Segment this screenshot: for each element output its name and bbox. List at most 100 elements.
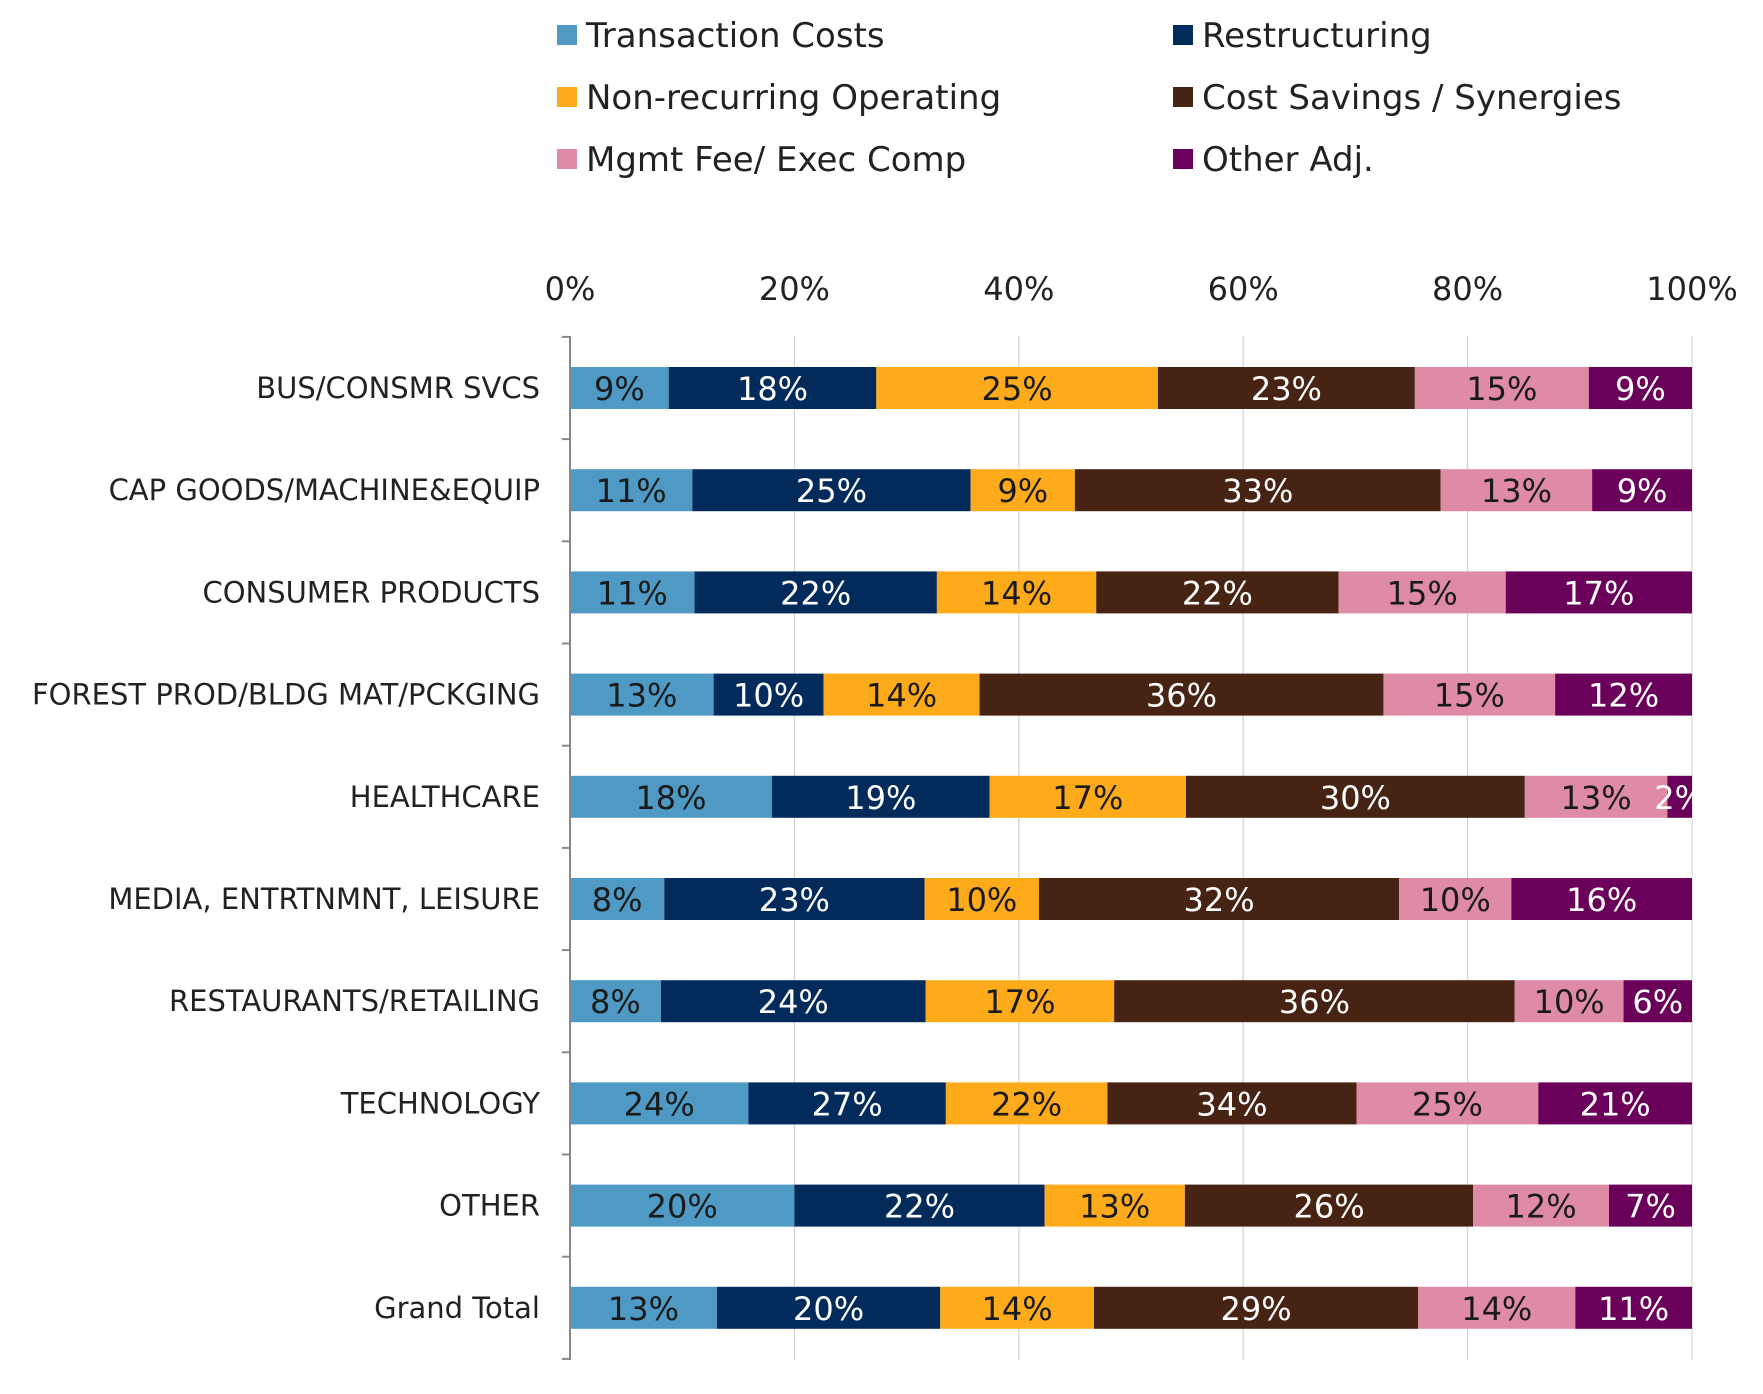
x-axis-tick-labels: 0% 20% 40% 60% 80% 100% <box>545 270 1738 308</box>
bar-cap-goods-machine-equip-transaction-costs <box>570 469 693 512</box>
data-label-other-restructuring: 22% <box>884 1188 955 1226</box>
data-label-forest-prod-bldg-mat-pckging-transaction-costs: 13% <box>606 677 677 715</box>
category-label-technology: TECHNOLOGY <box>340 1086 541 1120</box>
bar-bus-consmr-svcs-transaction-costs <box>570 367 669 409</box>
data-label-cap-goods-machine-equip-non-recurring-operating: 9% <box>997 472 1048 510</box>
legend-swatch-transaction-costs <box>557 25 577 45</box>
data-label-forest-prod-bldg-mat-pckging-cost-savings-synergies: 36% <box>1146 677 1217 715</box>
data-label-grand-total-transaction-costs: 13% <box>608 1290 679 1328</box>
bar-forest-prod-bldg-mat-pckging-non-recurring-operating <box>823 673 980 716</box>
legend-item-other-adj: Other Adj. <box>1173 140 1374 180</box>
data-label-healthcare-cost-savings-synergies: 30% <box>1320 779 1391 817</box>
legend-item-mgmt-fee-exec-comp: Mgmt Fee/ Exec Comp <box>557 140 966 180</box>
data-label-grand-total-restructuring: 20% <box>793 1290 864 1328</box>
data-label-bus-consmr-svcs-cost-savings-synergies: 23% <box>1251 370 1322 408</box>
data-label-bus-consmr-svcs-restructuring: 18% <box>737 370 808 408</box>
bar-other-other-adj <box>1608 1184 1692 1227</box>
bar-other-restructuring <box>794 1184 1045 1227</box>
x-tick-label-40: 40% <box>983 270 1054 308</box>
bar-grand-total-non-recurring-operating <box>940 1286 1094 1329</box>
data-label-cap-goods-machine-equip-transaction-costs: 11% <box>596 472 667 510</box>
category-label-media-entrtnmnt-leisure: MEDIA, ENTRTNMNT, LEISURE <box>108 882 540 916</box>
bar-media-entrtnmnt-leisure-mgmt-fee-exec-comp <box>1399 878 1512 920</box>
bar-consumer-products-restructuring <box>694 571 937 614</box>
data-label-technology-restructuring: 27% <box>812 1085 883 1123</box>
legend-label-transaction-costs: Transaction Costs <box>585 16 885 56</box>
bar-consumer-products-other-adj <box>1505 571 1692 614</box>
bar-consumer-products-transaction-costs <box>570 571 695 614</box>
data-label-cap-goods-machine-equip-cost-savings-synergies: 33% <box>1222 472 1293 510</box>
data-label-restaurants-retailing-other-adj: 6% <box>1632 983 1683 1021</box>
x-tick-label-20: 20% <box>759 270 830 308</box>
bar-technology-non-recurring-operating <box>945 1082 1108 1125</box>
data-label-restaurants-retailing-cost-savings-synergies: 36% <box>1279 983 1350 1021</box>
bar-consumer-products-non-recurring-operating <box>936 571 1097 614</box>
bar-technology-cost-savings-synergies <box>1107 1082 1357 1125</box>
legend-swatch-other-adj <box>1173 149 1193 169</box>
bar-forest-prod-bldg-mat-pckging-transaction-costs <box>570 673 714 716</box>
data-label-restaurants-retailing-mgmt-fee-exec-comp: 10% <box>1534 983 1605 1021</box>
category-label-consumer-products: CONSUMER PRODUCTS <box>202 575 540 609</box>
data-label-forest-prod-bldg-mat-pckging-non-recurring-operating: 14% <box>866 677 937 715</box>
category-label-cap-goods-machine-equip: CAP GOODS/MACHINE&EQUIP <box>109 473 540 507</box>
legend-item-cost-savings-synergies: Cost Savings / Synergies <box>1173 78 1622 118</box>
data-label-healthcare-mgmt-fee-exec-comp: 13% <box>1561 779 1632 817</box>
bar-other-non-recurring-operating <box>1044 1184 1185 1227</box>
bar-healthcare-transaction-costs <box>570 775 772 818</box>
bar-forest-prod-bldg-mat-pckging-restructuring <box>713 673 824 716</box>
bar-bus-consmr-svcs-mgmt-fee-exec-comp <box>1414 367 1589 409</box>
data-label-forest-prod-bldg-mat-pckging-mgmt-fee-exec-comp: 15% <box>1434 677 1505 715</box>
data-label-bus-consmr-svcs-mgmt-fee-exec-comp: 15% <box>1466 370 1537 408</box>
bar-media-entrtnmnt-leisure-restructuring <box>664 878 925 920</box>
data-label-media-entrtnmnt-leisure-other-adj: 16% <box>1566 881 1637 919</box>
x-tick-label-80: 80% <box>1432 270 1503 308</box>
bar-media-entrtnmnt-leisure-non-recurring-operating <box>924 878 1039 920</box>
legend-label-mgmt-fee-exec-comp: Mgmt Fee/ Exec Comp <box>586 140 966 180</box>
bar-bus-consmr-svcs-other-adj <box>1588 367 1692 409</box>
data-label-media-entrtnmnt-leisure-non-recurring-operating: 10% <box>946 881 1017 919</box>
bar-cap-goods-machine-equip-mgmt-fee-exec-comp <box>1440 469 1593 512</box>
bar-other-transaction-costs <box>570 1184 795 1227</box>
data-label-bus-consmr-svcs-non-recurring-operating: 25% <box>982 370 1053 408</box>
bar-restaurants-retailing-non-recurring-operating <box>925 980 1115 1023</box>
legend-swatch-mgmt-fee-exec-comp <box>557 149 577 169</box>
legend-item-transaction-costs: Transaction Costs <box>557 16 885 56</box>
bar-cap-goods-machine-equip-cost-savings-synergies <box>1074 469 1441 512</box>
y-axis <box>562 335 571 1360</box>
bar-healthcare-other-adj <box>1667 775 1692 818</box>
data-label-grand-total-other-adj: 11% <box>1598 1290 1669 1328</box>
bar-other-cost-savings-synergies <box>1184 1184 1474 1227</box>
data-label-technology-cost-savings-synergies: 34% <box>1196 1085 1267 1123</box>
data-label-cap-goods-machine-equip-mgmt-fee-exec-comp: 13% <box>1481 472 1552 510</box>
bar-grand-total-mgmt-fee-exec-comp <box>1418 1286 1576 1329</box>
data-label-media-entrtnmnt-leisure-restructuring: 23% <box>759 881 830 919</box>
legend-swatch-restructuring <box>1173 25 1193 45</box>
data-label-other-transaction-costs: 20% <box>647 1188 718 1226</box>
bar-grand-total-transaction-costs <box>570 1286 717 1329</box>
bar-consumer-products-cost-savings-synergies <box>1096 571 1339 614</box>
legend-swatch-non-recurring-operating <box>557 87 577 107</box>
data-label-grand-total-non-recurring-operating: 14% <box>982 1290 1053 1328</box>
data-labels: 9% 18% 25% 23% 15% 9% 11% 25% 9% 33% 13% 9% 11% 22% 14… <box>590 370 1705 1328</box>
chart-legend: Transaction Costs Restructuring Non-recurr… <box>557 16 1622 180</box>
data-label-cap-goods-machine-equip-restructuring: 25% <box>796 472 867 510</box>
bar-other-mgmt-fee-exec-comp <box>1473 1184 1609 1227</box>
data-label-cap-goods-machine-equip-other-adj: 9% <box>1617 472 1668 510</box>
bar-healthcare-restructuring <box>771 775 990 818</box>
data-label-consumer-products-mgmt-fee-exec-comp: 15% <box>1387 574 1458 612</box>
data-label-other-non-recurring-operating: 13% <box>1079 1188 1150 1226</box>
data-label-consumer-products-non-recurring-operating: 14% <box>981 574 1052 612</box>
data-label-technology-mgmt-fee-exec-comp: 25% <box>1412 1085 1483 1123</box>
bar-technology-other-adj <box>1538 1082 1692 1125</box>
data-label-consumer-products-transaction-costs: 11% <box>597 574 668 612</box>
bar-grand-total-other-adj <box>1575 1286 1692 1329</box>
data-label-consumer-products-cost-savings-synergies: 22% <box>1182 574 1253 612</box>
x-tick-label-60: 60% <box>1208 270 1279 308</box>
legend-item-restructuring: Restructuring <box>1173 16 1432 56</box>
legend-item-non-recurring-operating: Non-recurring Operating <box>557 78 1001 118</box>
bar-bus-consmr-svcs-cost-savings-synergies <box>1157 367 1415 409</box>
category-label-healthcare: HEALTHCARE <box>350 780 540 814</box>
data-label-media-entrtnmnt-leisure-cost-savings-synergies: 32% <box>1184 881 1255 919</box>
data-label-healthcare-transaction-costs: 18% <box>635 779 706 817</box>
